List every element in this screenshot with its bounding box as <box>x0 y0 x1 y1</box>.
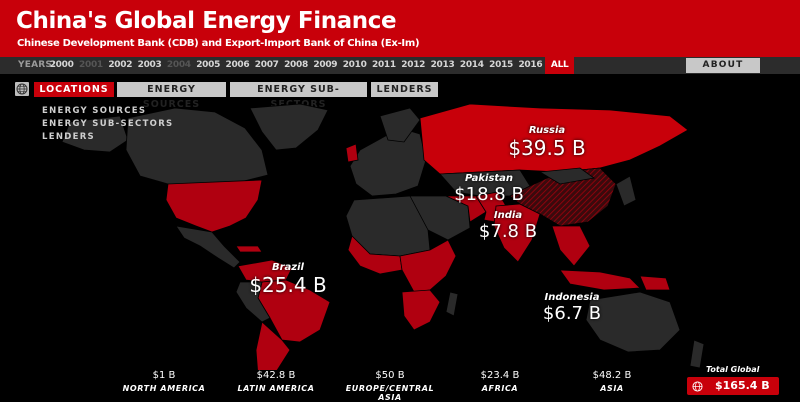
region-africa: $23.4 B AFRICA <box>445 370 555 393</box>
indonesia-name: Indonesia <box>544 292 600 303</box>
page-title: China's Global Energy Finance <box>16 8 397 34</box>
map-madagascar <box>445 291 459 317</box>
year-2005[interactable]: 2005 <box>196 60 221 70</box>
map-peru <box>235 281 271 323</box>
year-all[interactable]: ALL <box>545 57 575 74</box>
brazil-name: Brazil <box>272 262 304 273</box>
label-india: India $7.8 B <box>470 210 546 242</box>
year-2002[interactable]: 2002 <box>108 60 133 70</box>
map-argentina <box>255 321 291 370</box>
year-2009[interactable]: 2009 <box>313 60 338 70</box>
label-pakistan: Pakistan $18.8 B <box>446 173 532 205</box>
year-2001: 2001 <box>79 60 103 70</box>
region-europe-central-asia: $50 B EUROPE/CENTRAL ASIA <box>334 370 446 402</box>
tab-locations[interactable]: LOCATIONS <box>34 82 114 97</box>
russia-value: $39.5 B <box>508 136 586 160</box>
region-value: $23.4 B <box>480 370 520 381</box>
globe-icon <box>692 381 703 392</box>
map-nz <box>689 339 705 369</box>
subnav-lenders[interactable]: LENDERS <box>42 132 95 142</box>
year-2006[interactable]: 2006 <box>225 60 250 70</box>
region-name: NORTH AMERICA <box>122 384 206 393</box>
map-iran <box>445 195 487 223</box>
map-east-africa <box>399 239 457 293</box>
subnav-energy-sub-sectors[interactable]: ENERGY SUB-SECTORS <box>42 119 174 129</box>
india-name: India <box>493 210 523 221</box>
subnav-energy-sources[interactable]: ENERGY SOURCES <box>42 106 147 116</box>
tab-lenders[interactable]: LENDERS <box>371 82 438 97</box>
region-value: $50 B <box>375 370 405 381</box>
region-latin-america: $42.8 B LATIN AMERICA <box>221 370 331 393</box>
label-russia: Russia $39.5 B <box>497 125 597 160</box>
label-indonesia: Indonesia $6.7 B <box>534 292 610 324</box>
year-list: 2000 2001 2002 2003 2004 2005 2006 2007 2008 2009… <box>47 57 575 74</box>
subnav-list: ENERGY SOURCES ENERGY SUB-SECTORS LENDER… <box>42 105 173 144</box>
indonesia-value: $6.7 B <box>542 303 602 324</box>
map-japan <box>615 175 637 207</box>
year-2010[interactable]: 2010 <box>342 60 367 70</box>
year-2008[interactable]: 2008 <box>284 60 308 70</box>
year-2007[interactable]: 2007 <box>254 60 279 70</box>
map-mongolia <box>538 167 596 185</box>
brazil-value: $25.4 B <box>249 273 327 297</box>
region-value: $1 B <box>152 370 176 381</box>
region-value: $48.2 B <box>592 370 632 381</box>
year-2016[interactable]: 2016 <box>518 60 543 70</box>
total-global-label: Total Global <box>706 365 760 374</box>
pakistan-name: Pakistan <box>464 173 514 184</box>
globe-icon <box>16 83 28 95</box>
total-global-value: $165.4 B <box>715 379 770 392</box>
year-bar: YEARS: 2000 2001 2002 2003 2004 2005 2006 2007 2… <box>0 57 800 74</box>
map-australia <box>585 291 681 353</box>
globe-view-button[interactable] <box>15 82 29 96</box>
years-label: YEARS: <box>18 60 56 70</box>
page-subtitle: Chinese Development Bank (CDB) and Expor… <box>17 38 420 49</box>
map-caribbean <box>235 245 263 253</box>
map-west-africa <box>347 235 403 275</box>
year-2004: 2004 <box>166 60 191 70</box>
map-southern-africa <box>401 289 441 331</box>
india-value: $7.8 B <box>478 221 538 242</box>
map-canada <box>125 107 269 185</box>
map-uk <box>345 143 359 163</box>
year-2000[interactable]: 2000 <box>49 60 74 70</box>
map-png <box>639 275 671 291</box>
region-name: LATIN AMERICA <box>237 384 315 393</box>
region-totals: $1 B NORTH AMERICA $42.8 B LATIN AMERICA… <box>0 370 800 402</box>
year-2011[interactable]: 2011 <box>371 60 396 70</box>
region-name: ASIA <box>600 384 624 393</box>
year-2013[interactable]: 2013 <box>430 60 455 70</box>
map-mexico <box>175 225 241 269</box>
year-2014[interactable]: 2014 <box>459 60 484 70</box>
about-button[interactable]: ABOUT <box>686 58 760 73</box>
pakistan-value: $18.8 B <box>454 184 524 205</box>
map-se-asia <box>551 225 591 267</box>
year-2015[interactable]: 2015 <box>489 60 514 70</box>
map-alaska <box>61 115 129 153</box>
world-map <box>61 103 705 370</box>
map-indonesia <box>559 269 641 291</box>
tab-energy-sub-sectors[interactable]: ENERGY SUB-SECTORS <box>230 82 367 110</box>
region-asia: $48.2 B ASIA <box>557 370 667 393</box>
region-name: EUROPE/CENTRAL ASIA <box>345 384 435 402</box>
year-2003[interactable]: 2003 <box>137 60 162 70</box>
map-greenland <box>249 103 329 151</box>
tab-energy-sources[interactable]: ENERGY SOURCES <box>117 82 226 110</box>
russia-name: Russia <box>528 125 566 136</box>
region-name: AFRICA <box>481 384 519 393</box>
map-scandinavia <box>379 107 421 143</box>
region-value: $42.8 B <box>256 370 296 381</box>
total-global-box: $165.4 B <box>687 377 779 395</box>
map-usa <box>165 179 263 233</box>
year-2012[interactable]: 2012 <box>401 60 426 70</box>
label-brazil: Brazil $25.4 B <box>240 262 336 297</box>
header-banner: China's Global Energy Finance Chinese De… <box>0 0 800 57</box>
region-north-america: $1 B NORTH AMERICA <box>109 370 219 393</box>
